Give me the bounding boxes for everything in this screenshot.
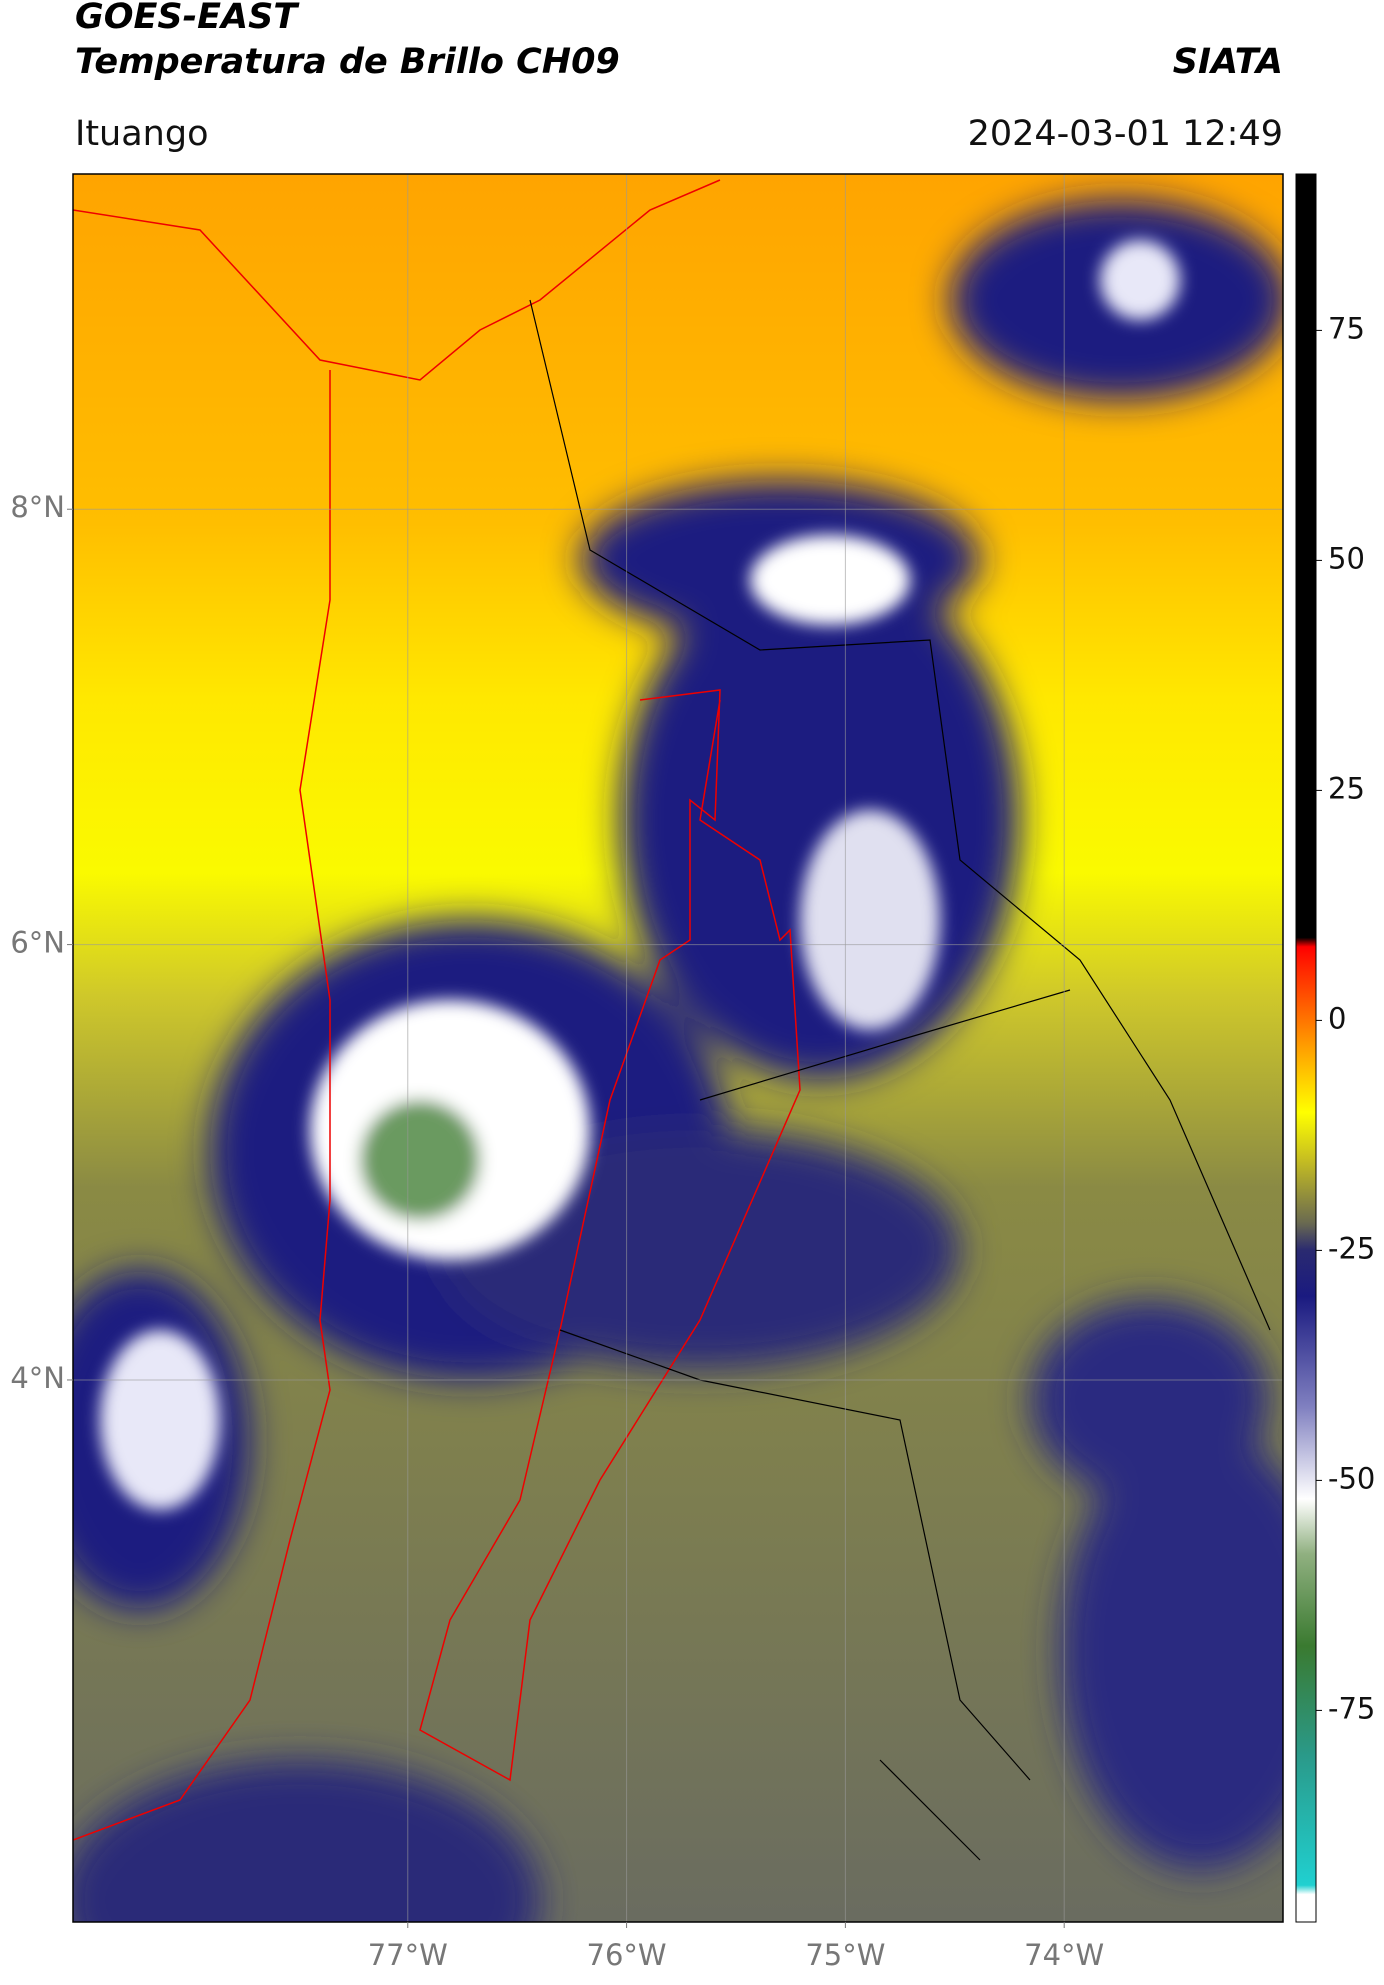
lon-label: 74°W (1024, 1938, 1104, 1972)
agency: SIATA (1173, 42, 1283, 82)
lon-label: 77°W (368, 1938, 448, 1972)
colorbar-label: -50 (1328, 1461, 1375, 1495)
colorbar-label: -75 (1328, 1691, 1375, 1725)
admin-boundary (529, 299, 1271, 1861)
lat-label: 6°N (10, 926, 65, 960)
colorbar-label: 25 (1328, 771, 1365, 805)
subtitle: Temperatura de Brillo CH09 (75, 42, 620, 82)
cold-tops (100, 240, 1180, 1510)
lat-label: 8°N (10, 490, 65, 524)
map-image (73, 174, 1283, 1981)
lon-label: 76°W (587, 1938, 667, 1972)
title: GOES-EAST (75, 0, 300, 37)
map-frame (72, 173, 1284, 1923)
colorbar-label: 75 (1328, 311, 1365, 345)
colorbar-label: 0 (1328, 1001, 1346, 1035)
border (73, 370, 331, 1841)
colorbar-label: -25 (1328, 1231, 1375, 1265)
colorbar (1295, 173, 1317, 1923)
border (419, 689, 801, 1782)
colorbar-label: 50 (1328, 541, 1365, 575)
datetime: 2024-03-01 12:49 (968, 114, 1283, 154)
border (73, 179, 721, 381)
location: Ituango (75, 114, 209, 154)
lon-label: 75°W (805, 1938, 885, 1972)
storm-cell (248, 1972, 304, 1981)
lat-label: 4°N (10, 1361, 65, 1395)
